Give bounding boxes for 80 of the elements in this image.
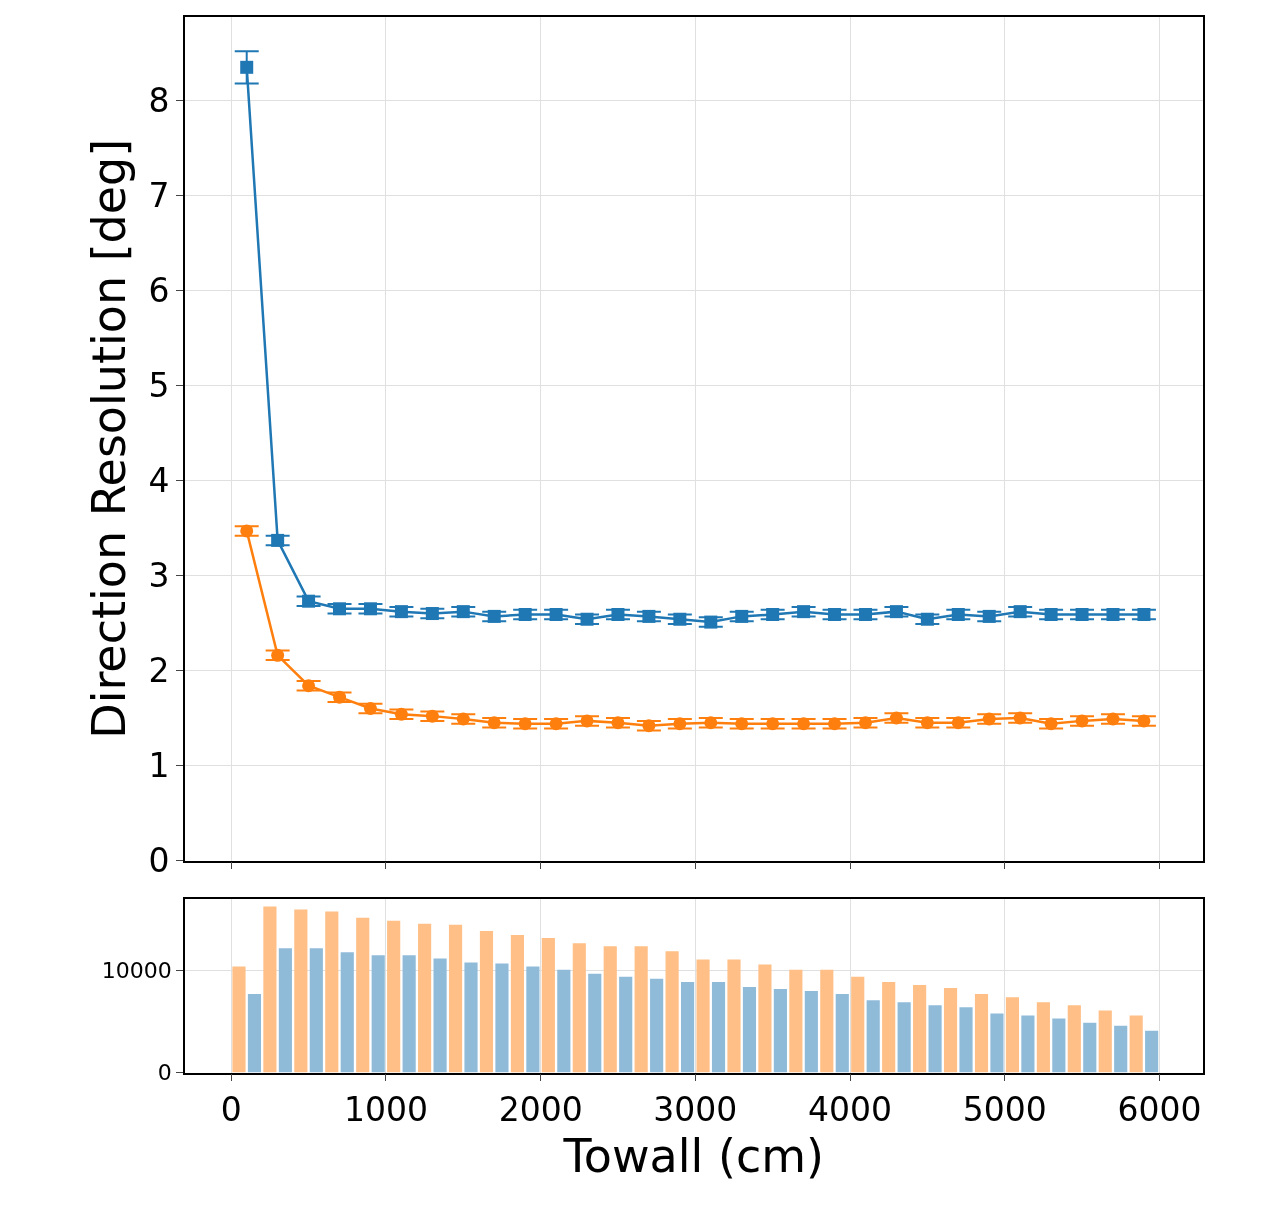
point	[518, 717, 532, 731]
point	[982, 609, 996, 623]
point	[425, 709, 439, 723]
point	[982, 712, 996, 726]
point	[889, 711, 903, 725]
point	[797, 717, 811, 731]
point	[642, 609, 656, 623]
y-tick-label: 6	[148, 271, 170, 311]
point	[889, 605, 903, 619]
point	[673, 612, 687, 626]
point	[1106, 607, 1120, 621]
x-tick-label: 4000	[808, 1089, 892, 1129]
point	[1075, 714, 1089, 728]
y-tick-label: 8	[148, 81, 170, 121]
y-tick-label: 0	[148, 841, 170, 881]
x-tick-label: 3000	[653, 1089, 738, 1129]
y-tick-label: 7	[148, 176, 170, 216]
point	[271, 533, 285, 547]
point	[425, 607, 439, 621]
x-axis-title: Towall (cm)	[562, 1128, 824, 1183]
y-tick-label: 4	[148, 461, 170, 501]
point	[611, 716, 625, 730]
y-tick-label: 0	[157, 1060, 172, 1086]
point	[1137, 607, 1151, 621]
y-tick-label: 2	[148, 651, 170, 691]
point	[797, 605, 811, 619]
point	[394, 707, 408, 721]
point	[487, 609, 501, 623]
point	[611, 607, 625, 621]
point	[1106, 712, 1120, 726]
y-tick-label: 5	[148, 366, 170, 406]
point	[704, 615, 718, 629]
x-tick-label: 5000	[962, 1089, 1047, 1129]
point	[580, 612, 594, 626]
point	[828, 717, 842, 731]
x-tick-label: 6000	[1117, 1089, 1202, 1129]
point	[518, 607, 532, 621]
point	[394, 605, 408, 619]
point	[766, 717, 780, 731]
point	[271, 648, 285, 662]
point	[858, 716, 872, 730]
point	[456, 605, 470, 619]
point	[363, 602, 377, 616]
point	[858, 607, 872, 621]
point	[580, 714, 594, 728]
point	[333, 602, 347, 616]
point	[240, 524, 254, 538]
point	[920, 716, 934, 730]
y-tick-label: 10000	[101, 958, 172, 984]
point	[735, 609, 749, 623]
point	[487, 716, 501, 730]
point	[1013, 711, 1027, 725]
point	[240, 60, 254, 74]
point	[1137, 714, 1151, 728]
x-tick-label: 2000	[498, 1089, 583, 1129]
point	[549, 717, 563, 731]
point	[302, 679, 316, 693]
point	[766, 607, 780, 621]
point	[673, 717, 687, 731]
point	[363, 702, 377, 716]
point	[1044, 607, 1058, 621]
point	[920, 612, 934, 626]
point	[456, 712, 470, 726]
point	[642, 719, 656, 733]
point	[951, 716, 965, 730]
point	[828, 607, 842, 621]
point	[1013, 605, 1027, 619]
point	[951, 607, 965, 621]
y-axis-title: Direction Resolution [deg]	[82, 138, 137, 739]
x-tick-label: 1000	[343, 1089, 428, 1129]
y-tick-label: 1	[148, 746, 170, 786]
y-tick-label: 3	[148, 556, 170, 596]
point	[333, 690, 347, 704]
point	[735, 717, 749, 731]
point	[1044, 717, 1058, 731]
point	[1075, 607, 1089, 621]
x-tick-label: 0	[220, 1089, 242, 1129]
point	[549, 607, 563, 621]
point	[704, 716, 718, 730]
point	[302, 594, 316, 608]
